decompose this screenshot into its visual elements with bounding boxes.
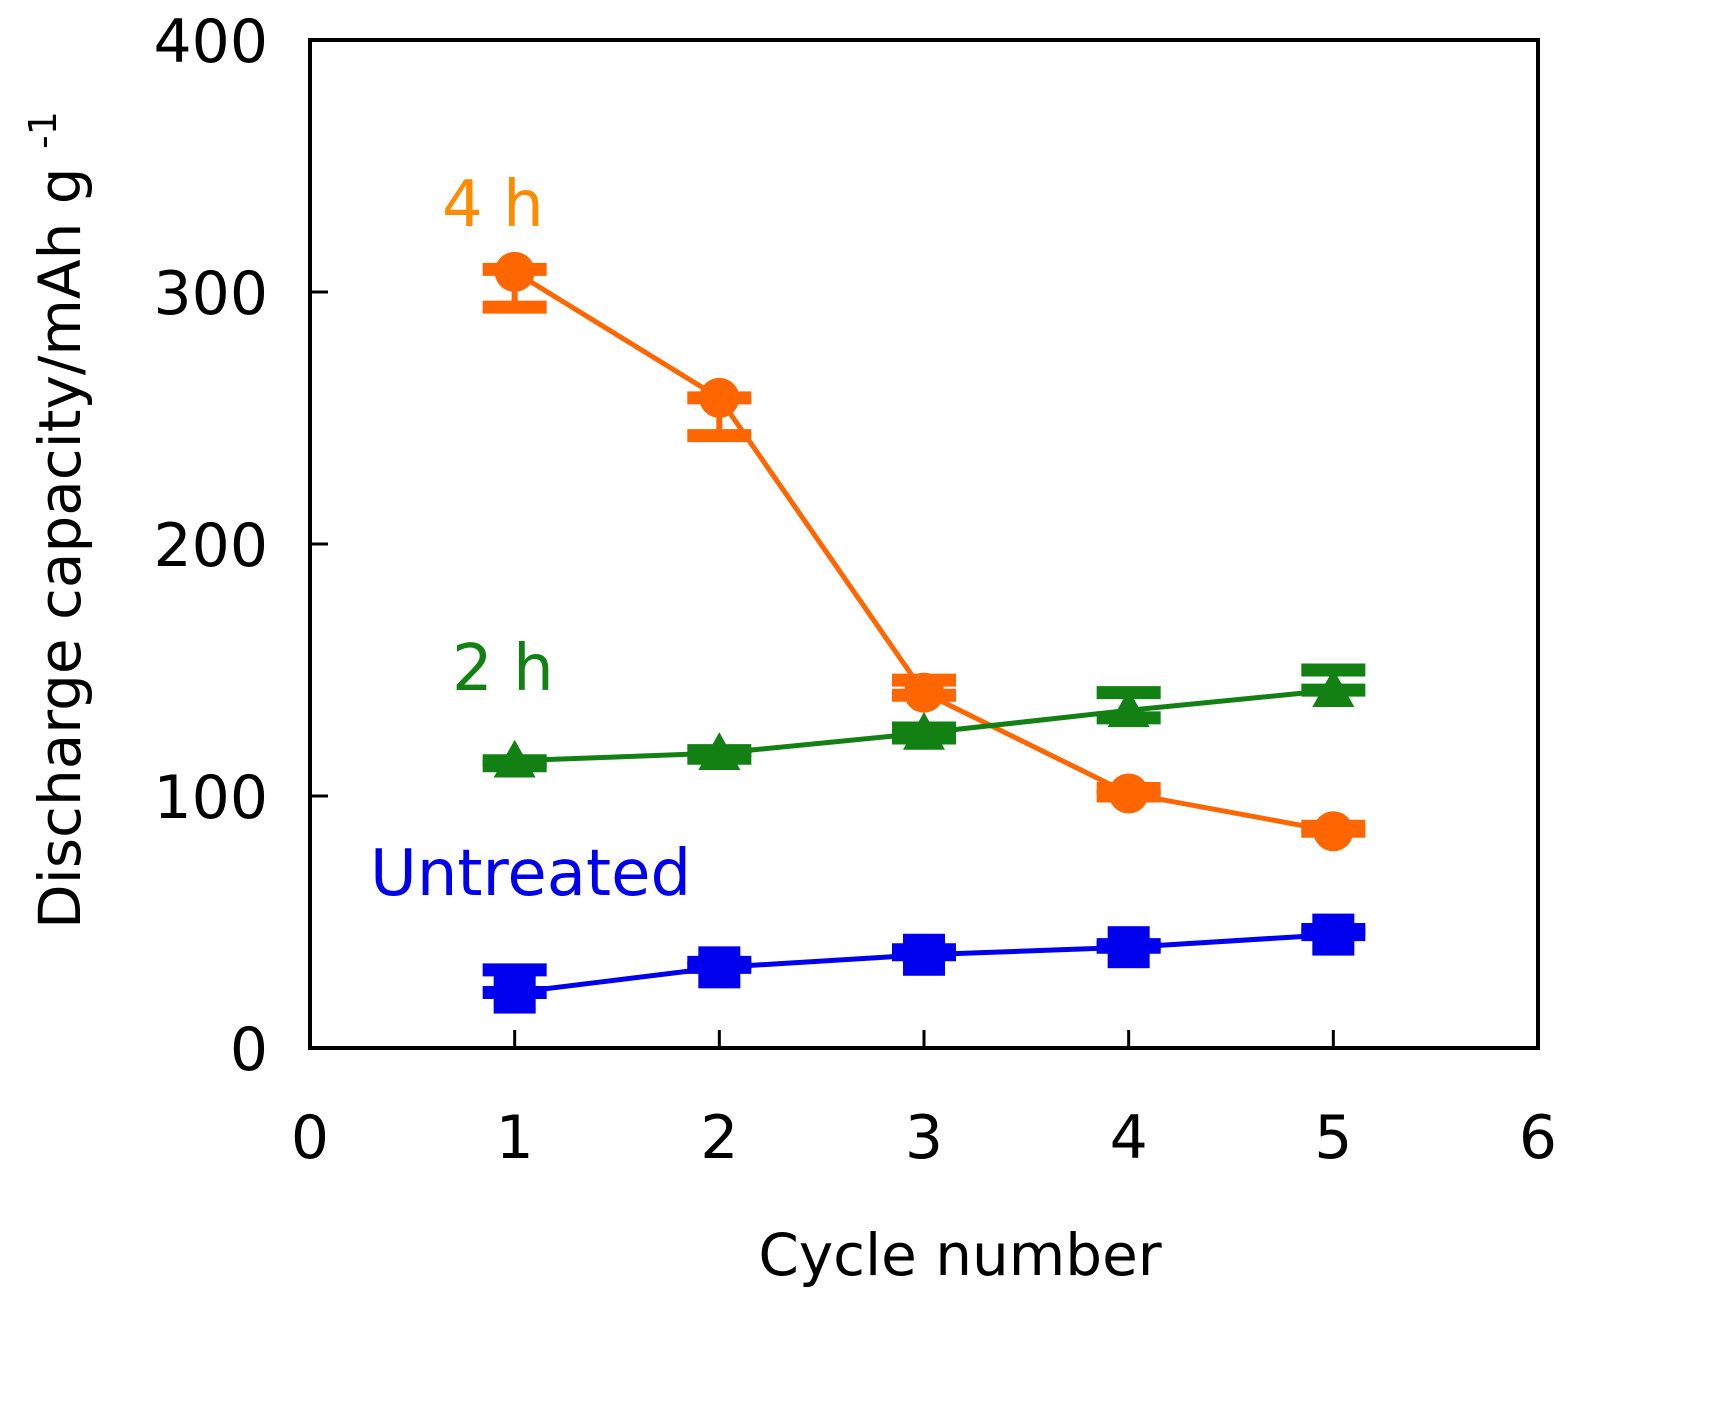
data-point xyxy=(698,732,741,770)
data-point xyxy=(1108,773,1149,814)
data-point xyxy=(1313,811,1354,852)
series-label-4h: 4 h xyxy=(442,168,544,242)
series-untreated xyxy=(482,913,1366,1014)
y-tick-label: 300 xyxy=(153,259,268,329)
y-axis-title-group: Discharge capacity/mAh g -1 xyxy=(21,111,94,929)
series-2-h xyxy=(482,663,1366,778)
data-point xyxy=(1107,689,1150,728)
x-tick-label: 3 xyxy=(905,1103,943,1173)
x-tick-label: 2 xyxy=(700,1103,738,1173)
data-point xyxy=(493,971,536,1014)
x-tick-label: 4 xyxy=(1110,1103,1148,1173)
y-axis-ticks: 0 100 200 300 400 xyxy=(153,7,328,1085)
data-point xyxy=(1312,669,1355,707)
series-4-h xyxy=(482,251,1366,852)
x-tick-label: 1 xyxy=(496,1103,534,1173)
series-label-2h: 2 h xyxy=(452,632,554,706)
x-axis-ticks: 0 1 2 3 4 5 6 xyxy=(291,1030,1557,1173)
x-axis-title: Cycle number xyxy=(758,1221,1161,1289)
data-point xyxy=(903,712,945,750)
y-axis-title-main: Discharge capacity/mAh g xyxy=(26,167,94,929)
series-layer xyxy=(482,251,1366,1014)
y-tick-label: 200 xyxy=(153,511,268,581)
data-point xyxy=(494,251,535,292)
y-tick-label: 100 xyxy=(153,763,268,833)
x-tick-label: 6 xyxy=(1519,1103,1557,1173)
y-axis-title: Discharge capacity/mAh g -1 xyxy=(21,111,94,929)
data-point xyxy=(1312,913,1355,956)
x-tick-label: 5 xyxy=(1314,1103,1352,1173)
data-point xyxy=(904,672,944,713)
data-point xyxy=(493,739,536,778)
y-axis-title-superscript: -1 xyxy=(21,111,65,149)
data-point xyxy=(698,946,741,989)
series-label-untreated: Untreated xyxy=(370,837,691,911)
y-tick-label: 400 xyxy=(153,7,268,77)
y-tick-label: 0 xyxy=(230,1015,268,1085)
data-point xyxy=(699,377,740,418)
data-point xyxy=(1107,926,1150,969)
data-point xyxy=(903,933,945,976)
x-tick-label: 0 xyxy=(291,1103,329,1173)
plot-area xyxy=(308,38,1540,1050)
